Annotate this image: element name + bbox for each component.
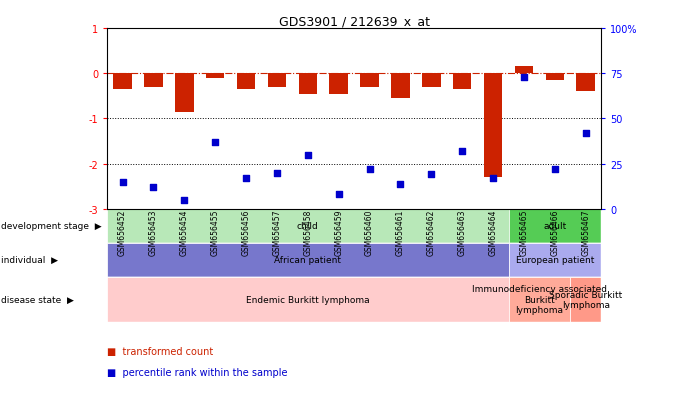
- Text: GSM656466: GSM656466: [550, 209, 559, 256]
- Text: GSM656453: GSM656453: [149, 209, 158, 256]
- Point: [457, 148, 468, 155]
- Point: [488, 176, 499, 182]
- Text: Endemic Burkitt lymphoma: Endemic Burkitt lymphoma: [246, 295, 370, 304]
- Text: GSM656460: GSM656460: [365, 209, 374, 256]
- Bar: [299, 74, 317, 94]
- Bar: [107, 209, 509, 243]
- Bar: [453, 74, 471, 90]
- Point: [549, 166, 560, 173]
- Text: GSM656456: GSM656456: [242, 209, 251, 256]
- Bar: [237, 74, 255, 90]
- Text: disease state  ▶: disease state ▶: [1, 295, 74, 304]
- Text: individual  ▶: individual ▶: [1, 256, 58, 265]
- Point: [240, 176, 252, 182]
- Point: [333, 192, 344, 198]
- Bar: [546, 74, 564, 81]
- Text: GSM656458: GSM656458: [303, 209, 312, 256]
- Text: GSM656455: GSM656455: [211, 209, 220, 256]
- Bar: [330, 74, 348, 94]
- Text: GSM656465: GSM656465: [520, 209, 529, 256]
- Bar: [515, 67, 533, 74]
- Point: [272, 170, 283, 177]
- Text: GSM656467: GSM656467: [581, 209, 590, 256]
- Text: GSM656461: GSM656461: [396, 209, 405, 256]
- Bar: [422, 74, 441, 88]
- Bar: [175, 74, 193, 112]
- Bar: [107, 277, 509, 322]
- Title: GDS3901 / 212639_x_at: GDS3901 / 212639_x_at: [278, 15, 430, 28]
- Point: [580, 130, 591, 137]
- Text: ■  percentile rank within the sample: ■ percentile rank within the sample: [107, 367, 287, 377]
- Bar: [391, 74, 410, 99]
- Bar: [107, 243, 509, 277]
- Text: Immunodeficiency associated
Burkitt
lymphoma: Immunodeficiency associated Burkitt lymp…: [472, 285, 607, 314]
- Bar: [206, 74, 225, 78]
- Text: ■  transformed count: ■ transformed count: [107, 346, 214, 356]
- Bar: [509, 243, 601, 277]
- Point: [302, 152, 313, 159]
- Text: GSM656462: GSM656462: [427, 209, 436, 256]
- Text: GSM656464: GSM656464: [489, 209, 498, 256]
- Text: GSM656457: GSM656457: [272, 209, 281, 256]
- Bar: [484, 74, 502, 178]
- Bar: [509, 209, 601, 243]
- Point: [117, 179, 128, 185]
- Point: [426, 172, 437, 178]
- Text: African patient: African patient: [274, 256, 341, 265]
- Bar: [509, 277, 570, 322]
- Bar: [570, 277, 601, 322]
- Bar: [360, 74, 379, 88]
- Text: GSM656452: GSM656452: [118, 209, 127, 256]
- Point: [518, 74, 529, 81]
- Text: GSM656459: GSM656459: [334, 209, 343, 256]
- Text: European patient: European patient: [515, 256, 594, 265]
- Text: development stage  ▶: development stage ▶: [1, 222, 102, 231]
- Text: child: child: [297, 222, 319, 231]
- Bar: [576, 74, 595, 92]
- Point: [364, 166, 375, 173]
- Point: [395, 181, 406, 188]
- Text: GSM656454: GSM656454: [180, 209, 189, 256]
- Point: [179, 197, 190, 204]
- Bar: [144, 74, 162, 88]
- Point: [209, 139, 220, 146]
- Text: adult: adult: [543, 222, 567, 231]
- Text: GSM656463: GSM656463: [457, 209, 466, 256]
- Text: Sporadic Burkitt
lymphoma: Sporadic Burkitt lymphoma: [549, 290, 623, 309]
- Bar: [267, 74, 286, 88]
- Point: [148, 184, 159, 191]
- Bar: [113, 74, 132, 90]
